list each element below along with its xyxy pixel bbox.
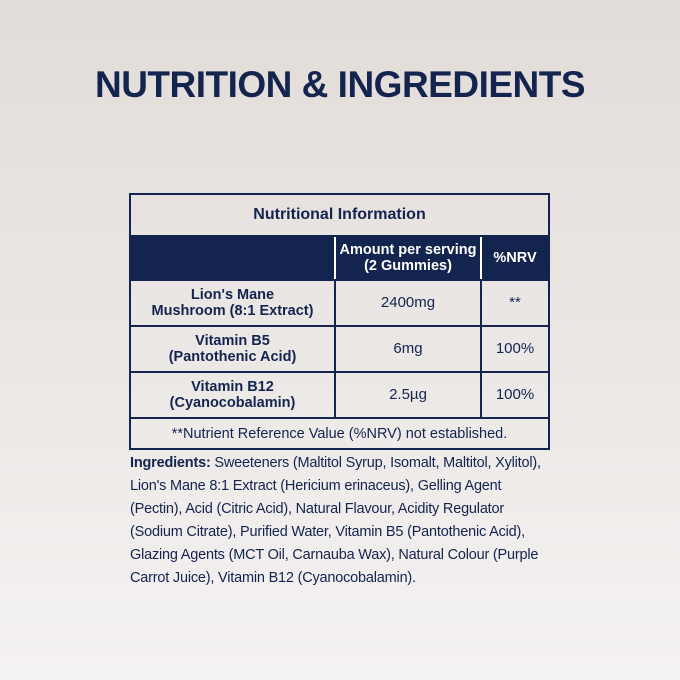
nutrient-name: Vitamin B12 (Cyanocobalamin)	[129, 371, 336, 419]
nutrient-amount: 2400mg	[334, 279, 482, 327]
ingredients-text: Ingredients: Sweeteners (Maltitol Syrup,…	[130, 452, 555, 590]
table-row: Vitamin B5 (Pantothenic Acid) 6mg 100%	[129, 325, 550, 373]
page-title: NUTRITION & INGREDIENTS	[94, 64, 586, 105]
nutrient-name: Lion's Mane Mushroom (8:1 Extract)	[129, 279, 336, 327]
nutrient-amount: 6mg	[334, 325, 482, 373]
table-row: Lion's Mane Mushroom (8:1 Extract) 2400mg…	[129, 279, 550, 327]
table-caption: Nutritional Information	[129, 193, 550, 237]
header-amount: Amount per serving (2 Gummies)	[334, 235, 482, 281]
nutrient-nrv: 100%	[480, 371, 550, 419]
nutrient-amount: 2.5µg	[334, 371, 482, 419]
nutrition-table: Nutritional Information Amount per servi…	[129, 193, 550, 450]
table-footnote: **Nutrient Reference Value (%NRV) not es…	[129, 417, 550, 450]
ingredients-label: Ingredients:	[130, 455, 211, 471]
table-row: Vitamin B12 (Cyanocobalamin) 2.5µg 100%	[129, 371, 550, 419]
header-blank	[129, 235, 336, 281]
nutrient-nrv: 100%	[480, 325, 550, 373]
table-header-row: Amount per serving (2 Gummies) %NRV	[129, 235, 550, 281]
ingredients-list: Sweeteners (Maltitol Syrup, Isomalt, Mal…	[130, 455, 541, 586]
nutrient-nrv: **	[480, 279, 550, 327]
nutrient-name: Vitamin B5 (Pantothenic Acid)	[129, 325, 336, 373]
header-nrv: %NRV	[480, 235, 550, 281]
